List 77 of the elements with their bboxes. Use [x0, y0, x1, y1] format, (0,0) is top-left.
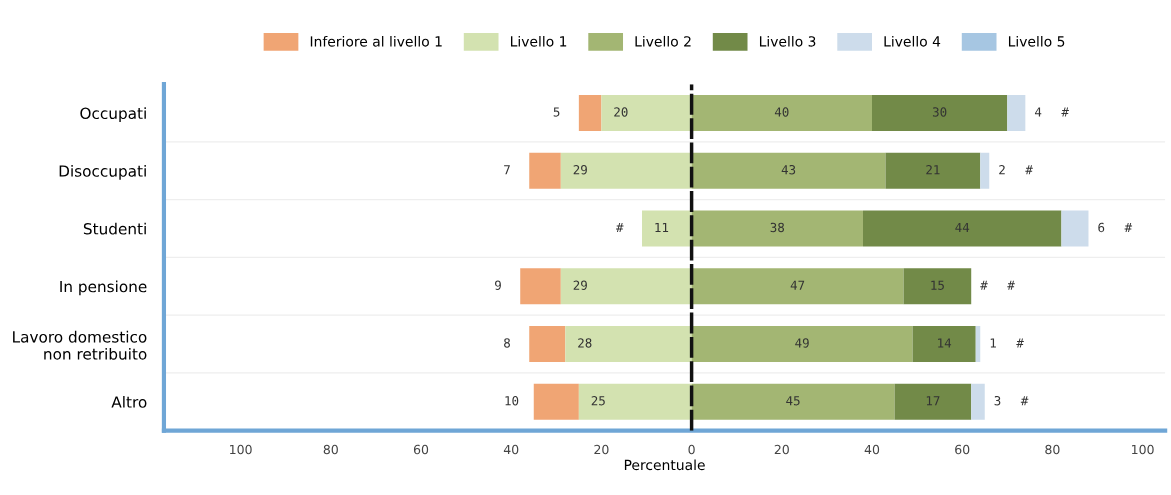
bar — [691, 95, 872, 131]
x-tick-label: 40 — [864, 444, 880, 455]
x-tick-label: 60 — [413, 444, 429, 455]
bar — [691, 326, 913, 362]
bar — [903, 268, 972, 305]
bar — [885, 152, 981, 189]
text: # — [1025, 165, 1033, 175]
x-tick-label: 80 — [1045, 444, 1060, 455]
bar — [1007, 95, 1026, 131]
data-label: 40 — [774, 107, 789, 117]
legend-label: Livello 1 — [510, 35, 567, 47]
text: # — [980, 280, 988, 290]
annotation: 5 — [553, 107, 560, 117]
data-label: 47 — [790, 280, 805, 290]
data-label: 49 — [795, 338, 809, 348]
annotation: 8 — [504, 338, 510, 348]
text: # — [1124, 223, 1133, 233]
bar — [1061, 210, 1089, 247]
annotation: 28 — [578, 338, 592, 348]
bar — [872, 95, 1008, 131]
bar — [971, 383, 985, 420]
data-label: 14 — [938, 338, 952, 348]
data-label: 43 — [781, 164, 796, 175]
annotation: # — [616, 223, 624, 233]
data-label: 17 — [926, 396, 940, 406]
x-tick-label: 100 — [230, 444, 252, 455]
x-tick-label: 0 — [688, 444, 695, 455]
bar — [691, 268, 904, 305]
y-tick-label: Altro — [111, 395, 147, 408]
y-tick-label: In pensione — [60, 280, 147, 296]
legend-label: Livello 4 — [884, 35, 941, 47]
data-label: 3 — [994, 395, 1001, 406]
text: # — [1007, 280, 1015, 290]
data-label: 15 — [931, 280, 944, 290]
annotation: 29 — [573, 280, 587, 290]
x-tick-label: 80 — [323, 444, 338, 455]
legend-label: Livello 3 — [759, 35, 816, 47]
data-label: 6 — [1098, 222, 1105, 233]
y-tick-label: Lavoro domestico non retribuito — [13, 330, 147, 360]
data-label: 45 — [786, 396, 800, 406]
bar — [894, 383, 972, 420]
data-label: 38 — [770, 222, 785, 233]
annotation: 7 — [504, 165, 510, 175]
legend-label: Livello 5 — [1008, 35, 1065, 47]
data-label: 4 — [1034, 107, 1042, 117]
data-label: 1 — [990, 338, 996, 348]
text: # — [1020, 396, 1029, 406]
bar — [912, 326, 976, 362]
data-label: 44 — [955, 222, 970, 233]
data-label: 2 — [999, 164, 1005, 175]
annotation: 10 — [505, 395, 519, 406]
bar — [691, 210, 863, 247]
x-tick-label: 100 — [1132, 444, 1154, 455]
annotation: 11 — [655, 222, 669, 233]
x-tick-label: 20 — [594, 444, 609, 455]
x-tick-label: 20 — [774, 444, 789, 455]
bar — [691, 152, 886, 189]
x-tick-label: 40 — [503, 444, 519, 455]
text: # — [1061, 107, 1069, 117]
x-axis-title: Percentuale — [624, 459, 705, 471]
y-tick-label: Disoccupati — [59, 164, 146, 180]
annotation: 25 — [591, 395, 605, 406]
bar — [862, 210, 1062, 247]
bar — [691, 383, 895, 420]
legend-label: Livello 2 — [635, 35, 691, 47]
data-label: 21 — [926, 164, 940, 175]
bar — [980, 152, 990, 189]
y-tick-label: Studenti — [83, 222, 146, 235]
annotation: 20 — [614, 107, 628, 117]
annotation: 29 — [573, 164, 587, 175]
text: # — [1016, 338, 1024, 348]
y-tick-label: Occupati — [80, 107, 146, 123]
legend-label: Inferiore al livello 1 — [310, 35, 442, 47]
annotation: 9 — [495, 280, 501, 290]
x-tick-label: 60 — [955, 444, 970, 455]
data-label: 30 — [932, 107, 947, 117]
bar — [641, 210, 692, 247]
